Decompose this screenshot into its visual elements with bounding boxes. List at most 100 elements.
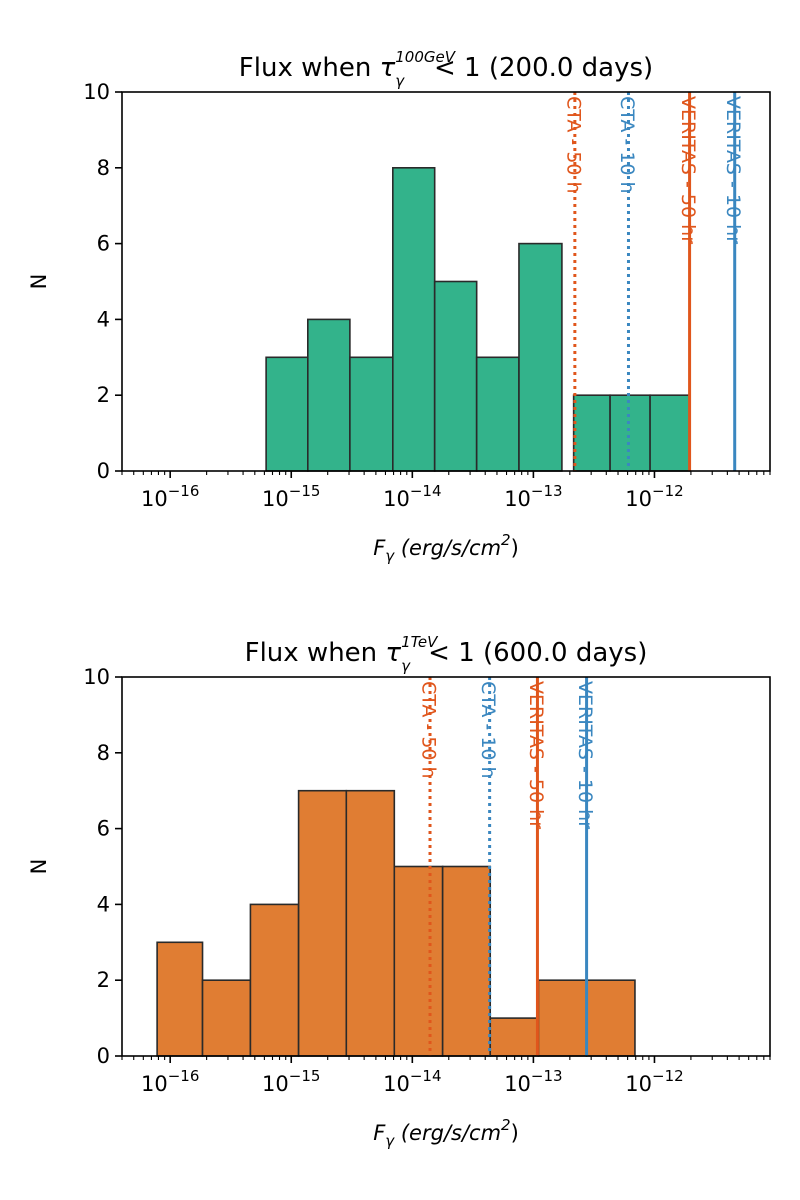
x-label-close: ) xyxy=(511,1121,519,1145)
x-tick-label: 10−12 xyxy=(625,1067,683,1096)
title-symbol: τ xyxy=(380,53,396,83)
x-tick-label: 10−13 xyxy=(504,1067,562,1096)
y-tick-label: 4 xyxy=(97,307,110,331)
threshold-label-4: VERITAS - 10 hr xyxy=(574,681,596,829)
y-tick-label: 8 xyxy=(97,741,110,765)
y-tick-label: 0 xyxy=(97,459,110,483)
x-axis-label: Fγ (erg/s/cm2) xyxy=(373,531,519,565)
y-tick-label: 6 xyxy=(97,817,110,841)
y-tick-label: 6 xyxy=(97,232,110,256)
x-tick-label: 10−13 xyxy=(504,482,562,511)
x-axis: 10−16 10−15 10−14 10−13 10−12 xyxy=(121,1056,771,1096)
histogram-bar-5 xyxy=(345,789,396,1057)
histogram-bar-8 xyxy=(572,394,611,472)
histogram-bar-1 xyxy=(265,356,309,472)
x-label-units: (erg/s/cm xyxy=(394,536,501,560)
x-tick-exponent: −13 xyxy=(531,1067,563,1085)
x-tick-exponent: −15 xyxy=(289,482,321,500)
x-label-close: ) xyxy=(511,536,519,560)
histogram-bar-9 xyxy=(609,394,651,472)
y-tick-label: 10 xyxy=(83,665,110,689)
x-tick-label: 10−15 xyxy=(262,482,320,511)
x-axis: 10−16 10−15 10−14 10−13 10−12 xyxy=(121,471,771,511)
threshold-lines: CTA - 50 h CTA - 10 h VERITAS - 50 hr VERIT… xyxy=(417,677,596,1056)
x-label-superscript: 2 xyxy=(501,531,511,549)
axes-frame xyxy=(121,676,771,1057)
x-label-units: (erg/s/cm xyxy=(394,1121,501,1145)
y-axis-label: N xyxy=(27,859,51,875)
x-tick-exponent: −15 xyxy=(289,1067,321,1085)
x-tick-exponent: −14 xyxy=(410,482,442,500)
threshold-label-3: VERITAS - 50 hr xyxy=(677,96,699,244)
title-superscript: 1TeV xyxy=(401,633,439,651)
histogram-bar-3 xyxy=(349,356,394,472)
chart-panel-top: CTA - 50 h CTA - 10 h VERITAS - 50 hr VERIT… xyxy=(27,48,771,565)
threshold-label-3: VERITAS - 50 hr xyxy=(525,681,547,829)
histogram-bar-2 xyxy=(307,318,351,472)
threshold-label-2: CTA - 10 h xyxy=(477,681,499,779)
y-tick-label: 2 xyxy=(97,383,110,407)
histogram-bar-2 xyxy=(201,979,252,1057)
y-tick-label: 8 xyxy=(97,156,110,180)
x-label-subscript: γ xyxy=(385,547,395,565)
threshold-lines: CTA - 50 h CTA - 10 h VERITAS - 50 hr VERIT… xyxy=(562,92,744,471)
x-tick-base: 10 xyxy=(504,487,531,511)
histogram-bar-6 xyxy=(475,356,520,472)
chart-title: Flux when τ1TeV γ < 1 (600.0 days) xyxy=(245,633,648,675)
y-tick-label: 0 xyxy=(97,1044,110,1068)
x-label-symbol: F xyxy=(373,1121,386,1145)
histogram-bar-1 xyxy=(156,941,204,1057)
x-tick-base: 10 xyxy=(383,1072,410,1096)
x-axis-label: Fγ (erg/s/cm2) xyxy=(373,1116,519,1150)
title-superscript: 100GeV xyxy=(395,48,456,66)
histogram-bar-7 xyxy=(441,865,492,1057)
x-tick-base: 10 xyxy=(262,1072,289,1096)
y-axis-label: N xyxy=(27,274,51,290)
threshold-label-1: CTA - 50 h xyxy=(562,96,584,194)
x-tick-label: 10−14 xyxy=(383,1067,441,1096)
x-tick-exponent: −12 xyxy=(652,1067,684,1085)
x-tick-base: 10 xyxy=(141,1072,168,1096)
histogram-bar-4 xyxy=(297,789,348,1057)
y-axis: 0 2 4 6 8 10 xyxy=(83,80,122,483)
histogram-bar-10 xyxy=(649,394,691,472)
title-suffix: < 1 (600.0 days) xyxy=(420,638,647,668)
x-tick-exponent: −16 xyxy=(168,1067,200,1085)
histogram-bar-7 xyxy=(518,242,563,472)
x-tick-exponent: −14 xyxy=(410,1067,442,1085)
x-tick-label: 10−14 xyxy=(383,482,441,511)
x-tick-base: 10 xyxy=(262,487,289,511)
chart-panel-bottom: CTA - 50 h CTA - 10 h VERITAS - 50 hr VERIT… xyxy=(27,633,771,1150)
histogram-bars xyxy=(265,167,691,472)
title-subscript: γ xyxy=(395,72,405,90)
title-prefix: Flux when xyxy=(239,53,380,83)
title-suffix: < 1 (200.0 days) xyxy=(426,53,653,83)
chart-title: Flux when τ100GeV γ < 1 (200.0 days) xyxy=(239,48,653,90)
axes-frame xyxy=(121,91,771,472)
x-tick-base: 10 xyxy=(383,487,410,511)
x-tick-label: 10−12 xyxy=(625,482,683,511)
histogram-bars xyxy=(156,789,636,1057)
y-tick-label: 4 xyxy=(97,892,110,916)
histogram-bar-8 xyxy=(489,1017,540,1057)
title-symbol: τ xyxy=(385,638,401,668)
threshold-label-4: VERITAS - 10 hr xyxy=(722,96,744,244)
x-tick-base: 10 xyxy=(504,1072,531,1096)
x-tick-base: 10 xyxy=(625,487,652,511)
histogram-bar-6 xyxy=(393,865,444,1057)
histogram-bar-5 xyxy=(433,280,478,472)
y-tick-label: 2 xyxy=(97,968,110,992)
x-tick-label: 10−16 xyxy=(141,1067,199,1096)
threshold-label-2: CTA - 10 h xyxy=(616,96,638,194)
x-tick-label: 10−15 xyxy=(262,1067,320,1096)
x-tick-base: 10 xyxy=(141,487,168,511)
histogram-bar-4 xyxy=(392,167,436,472)
histogram-bar-3 xyxy=(249,903,300,1057)
histogram-bar-10 xyxy=(585,979,636,1057)
x-tick-base: 10 xyxy=(625,1072,652,1096)
threshold-label-1: CTA - 50 h xyxy=(417,681,439,779)
histogram-bar-9 xyxy=(537,979,588,1057)
x-label-subscript: γ xyxy=(385,1132,395,1150)
